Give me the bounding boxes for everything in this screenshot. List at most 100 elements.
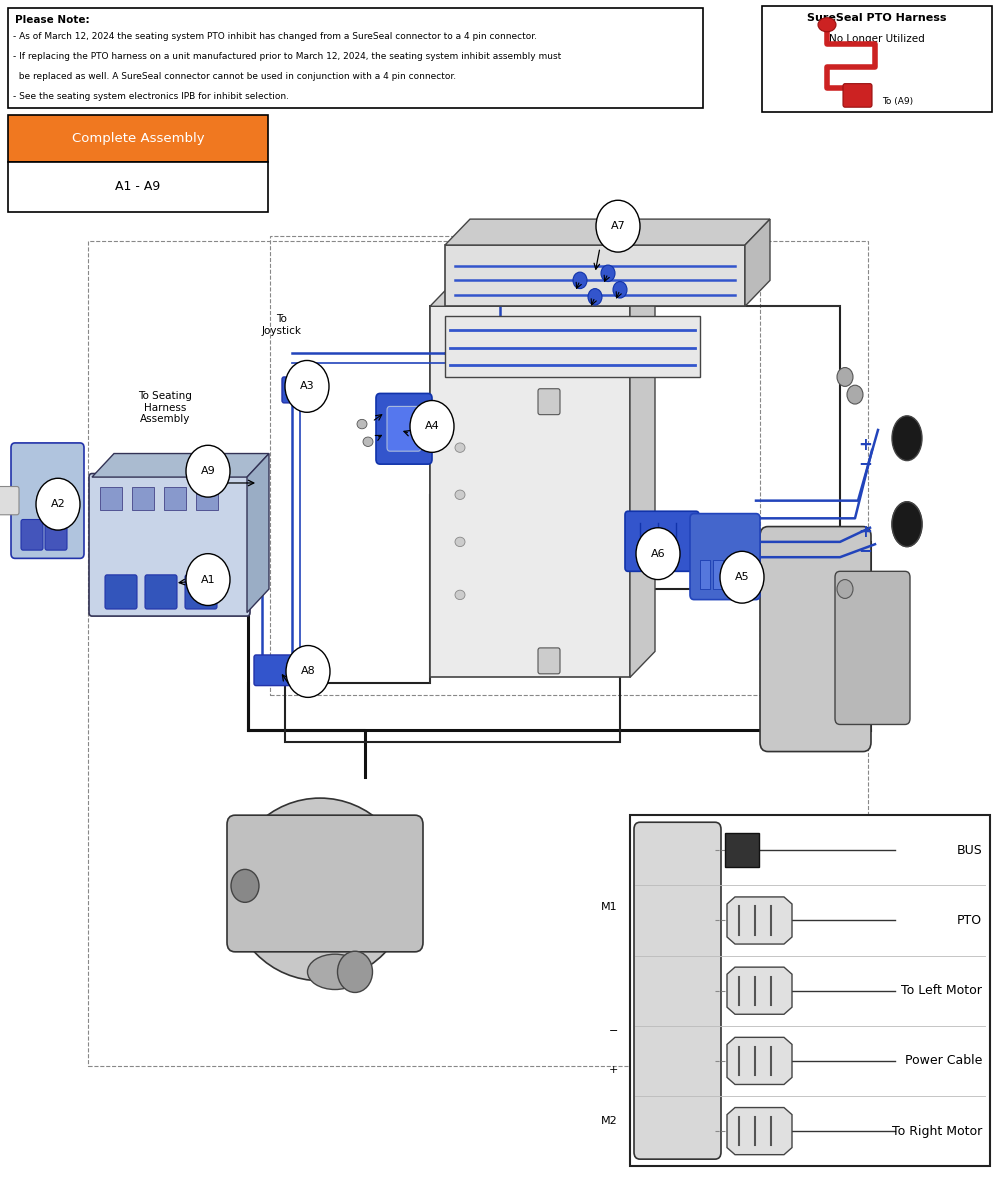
FancyBboxPatch shape bbox=[538, 389, 560, 415]
Ellipse shape bbox=[892, 502, 922, 547]
Text: To (A9): To (A9) bbox=[882, 97, 913, 106]
Ellipse shape bbox=[455, 490, 465, 499]
FancyBboxPatch shape bbox=[690, 514, 760, 600]
Circle shape bbox=[837, 368, 853, 386]
Text: Complete Assembly: Complete Assembly bbox=[72, 132, 204, 145]
FancyBboxPatch shape bbox=[11, 443, 84, 558]
Text: −: − bbox=[858, 454, 872, 472]
Text: A7: A7 bbox=[611, 221, 625, 231]
Ellipse shape bbox=[308, 954, 362, 990]
FancyBboxPatch shape bbox=[21, 519, 43, 550]
Text: - As of March 12, 2024 the seating system PTO inhibit has changed from a SureSea: - As of March 12, 2024 the seating syste… bbox=[13, 32, 537, 41]
Text: To
Joystick: To Joystick bbox=[262, 315, 302, 336]
Polygon shape bbox=[727, 1038, 792, 1085]
Text: Power Cable: Power Cable bbox=[905, 1054, 982, 1067]
FancyBboxPatch shape bbox=[100, 487, 122, 510]
Circle shape bbox=[596, 200, 640, 252]
Polygon shape bbox=[630, 280, 655, 677]
Text: M2: M2 bbox=[601, 1117, 618, 1126]
Ellipse shape bbox=[231, 869, 259, 902]
Text: A3: A3 bbox=[300, 382, 314, 391]
FancyBboxPatch shape bbox=[8, 8, 703, 108]
Circle shape bbox=[720, 551, 764, 603]
FancyBboxPatch shape bbox=[538, 648, 560, 674]
FancyBboxPatch shape bbox=[89, 474, 250, 616]
Polygon shape bbox=[92, 454, 269, 477]
FancyBboxPatch shape bbox=[8, 161, 268, 212]
Polygon shape bbox=[445, 219, 770, 245]
Polygon shape bbox=[430, 280, 655, 306]
FancyBboxPatch shape bbox=[45, 519, 67, 550]
Ellipse shape bbox=[892, 416, 922, 461]
Ellipse shape bbox=[455, 443, 465, 452]
Circle shape bbox=[285, 360, 329, 412]
Text: A6: A6 bbox=[651, 549, 665, 558]
Circle shape bbox=[36, 478, 80, 530]
Text: M1: M1 bbox=[601, 902, 618, 912]
FancyBboxPatch shape bbox=[630, 815, 990, 1166]
Text: SureSeal PTO Harness: SureSeal PTO Harness bbox=[807, 13, 947, 22]
Ellipse shape bbox=[338, 952, 372, 992]
FancyBboxPatch shape bbox=[445, 245, 745, 306]
Circle shape bbox=[186, 554, 230, 605]
FancyBboxPatch shape bbox=[282, 377, 306, 403]
Text: PTO: PTO bbox=[957, 914, 982, 927]
Polygon shape bbox=[745, 219, 770, 306]
Text: To Seating
Harness
Assembly: To Seating Harness Assembly bbox=[138, 391, 192, 424]
FancyBboxPatch shape bbox=[634, 822, 721, 1159]
Text: A1: A1 bbox=[201, 575, 215, 584]
FancyBboxPatch shape bbox=[185, 575, 217, 609]
FancyBboxPatch shape bbox=[164, 487, 186, 510]
FancyBboxPatch shape bbox=[105, 575, 137, 609]
Ellipse shape bbox=[455, 537, 465, 547]
Text: To Right Motor: To Right Motor bbox=[892, 1125, 982, 1138]
Text: Please Note:: Please Note: bbox=[15, 15, 90, 25]
Ellipse shape bbox=[357, 419, 367, 429]
Text: A4: A4 bbox=[425, 422, 439, 431]
FancyBboxPatch shape bbox=[0, 487, 19, 515]
Text: +: + bbox=[858, 436, 872, 455]
FancyBboxPatch shape bbox=[145, 575, 177, 609]
FancyBboxPatch shape bbox=[726, 560, 736, 589]
Polygon shape bbox=[727, 1107, 792, 1154]
FancyBboxPatch shape bbox=[445, 316, 700, 377]
Text: - See the seating system electronics IPB for inhibit selection.: - See the seating system electronics IPB… bbox=[13, 92, 289, 101]
Text: A9: A9 bbox=[201, 466, 215, 476]
FancyBboxPatch shape bbox=[843, 84, 872, 107]
FancyBboxPatch shape bbox=[700, 560, 710, 589]
Circle shape bbox=[837, 580, 853, 598]
FancyBboxPatch shape bbox=[430, 306, 630, 677]
Text: A2: A2 bbox=[51, 499, 65, 509]
Ellipse shape bbox=[363, 437, 373, 446]
Ellipse shape bbox=[892, 502, 922, 547]
Text: be replaced as well. A SureSeal connector cannot be used in conjunction with a 4: be replaced as well. A SureSeal connecto… bbox=[13, 72, 456, 81]
FancyBboxPatch shape bbox=[132, 487, 154, 510]
Polygon shape bbox=[727, 967, 792, 1014]
Text: −: − bbox=[609, 1026, 618, 1035]
Circle shape bbox=[601, 265, 615, 282]
FancyBboxPatch shape bbox=[196, 487, 218, 510]
Text: No Longer Utilized: No Longer Utilized bbox=[829, 34, 925, 44]
FancyBboxPatch shape bbox=[625, 511, 699, 571]
FancyBboxPatch shape bbox=[762, 6, 992, 112]
Text: - If replacing the PTO harness on a unit manufactured prior to March 12, 2024, t: - If replacing the PTO harness on a unit… bbox=[13, 52, 561, 61]
Circle shape bbox=[410, 401, 454, 452]
Ellipse shape bbox=[455, 590, 465, 600]
FancyBboxPatch shape bbox=[254, 655, 300, 686]
Circle shape bbox=[847, 385, 863, 404]
Text: A1 - A9: A1 - A9 bbox=[115, 180, 161, 193]
FancyBboxPatch shape bbox=[739, 560, 749, 589]
Circle shape bbox=[636, 528, 680, 580]
Circle shape bbox=[588, 289, 602, 305]
Text: To Left Motor: To Left Motor bbox=[901, 984, 982, 998]
Ellipse shape bbox=[230, 799, 410, 980]
Text: −: − bbox=[858, 541, 872, 560]
Circle shape bbox=[186, 445, 230, 497]
FancyBboxPatch shape bbox=[835, 571, 910, 724]
FancyBboxPatch shape bbox=[387, 406, 421, 451]
FancyBboxPatch shape bbox=[760, 527, 871, 752]
FancyBboxPatch shape bbox=[713, 560, 723, 589]
FancyBboxPatch shape bbox=[227, 815, 423, 952]
Polygon shape bbox=[247, 454, 269, 613]
Text: A5: A5 bbox=[735, 573, 749, 582]
